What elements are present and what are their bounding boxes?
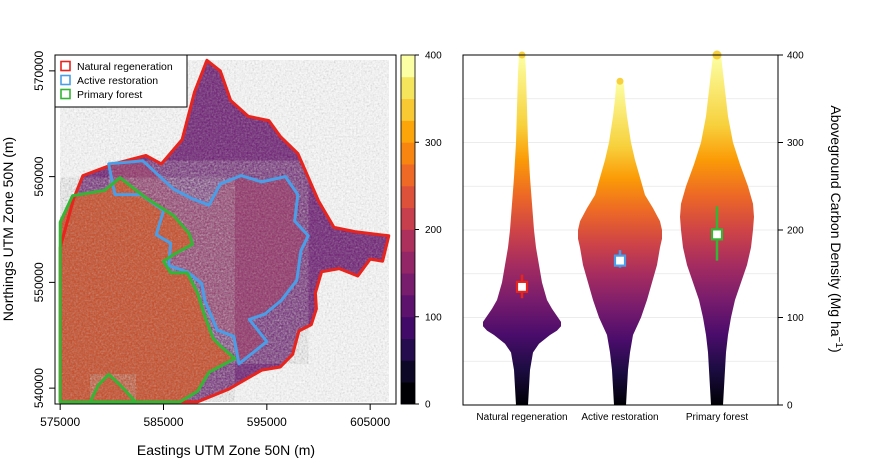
colorbar-band — [401, 142, 415, 165]
colorbar-tick-label: 300 — [425, 138, 442, 149]
mean-marker-natural-regeneration — [515, 280, 529, 293]
violin-y-axis-label-main: Aboveground Carbon Density (Mg ha — [828, 105, 844, 336]
colorbar-band — [401, 338, 415, 361]
violin-tip — [616, 77, 624, 85]
map-y-tick-label: 540000 — [32, 368, 46, 408]
colorbar-band — [401, 120, 415, 143]
violin-y-tick-label: 0 — [787, 401, 793, 412]
violin-body-active-restoration — [578, 81, 662, 406]
map-x-axis-label: Eastings UTM Zone 50N (m) — [137, 442, 315, 458]
colorbar-tick-label: 0 — [425, 400, 431, 411]
colorbar-band — [401, 207, 415, 230]
map-x-tick-label: 585000 — [143, 415, 183, 429]
colorbar: 0 100 200 300 400 — [400, 51, 442, 411]
map-x-tick-label: 575000 — [40, 415, 80, 429]
region-boundary-natural-regeneration-0 — [58, 58, 391, 404]
violin-active-restoration — [578, 77, 662, 406]
map-legend: Natural regeneration Active restoration Pr… — [54, 54, 188, 108]
colorbar-tick-label: 100 — [425, 312, 442, 323]
violin-category-label: Active restoration — [581, 412, 658, 423]
violin-y-axis-label-close: ) — [828, 348, 844, 353]
map-y-tick-label: 550000 — [32, 262, 46, 302]
violin-category-label: Natural regeneration — [476, 412, 567, 423]
map-x-tick-label: 605000 — [350, 415, 390, 429]
violin-y-axis-label-superscript: −1 — [833, 337, 844, 349]
legend-label: Natural regeneration — [77, 61, 173, 73]
violin-y-tick-label: 300 — [787, 138, 804, 149]
colorbar-tick-label: 400 — [425, 51, 442, 62]
mean-marker-active-restoration — [613, 254, 627, 267]
colorbar-band — [401, 360, 415, 383]
region-boundary-active-restoration-1 — [107, 159, 310, 366]
colorbar-band — [401, 164, 415, 187]
region-active-restoration-1 — [108, 160, 309, 364]
colorbar-band — [401, 76, 415, 100]
violin-y-tick-label: 200 — [787, 226, 804, 237]
map-y-tick-label: 560000 — [32, 156, 46, 196]
legend-label: Primary forest — [77, 89, 142, 101]
legend-box — [54, 54, 188, 108]
violin-category-label: Primary forest — [686, 412, 748, 423]
map-x-tick-label: 595000 — [247, 415, 287, 429]
region-texture — [90, 374, 136, 402]
map-panel: 575000 585000 595000 605000 540000 550000 560… — [0, 51, 397, 458]
legend-label: Active restoration — [77, 75, 158, 87]
map-frame — [54, 54, 397, 405]
colorbar-band — [401, 382, 415, 405]
colorbar-tick-label: 200 — [425, 225, 442, 236]
map-regions — [58, 58, 391, 404]
colorbar-band — [401, 251, 415, 274]
colorbar-band — [401, 98, 415, 121]
violin-y-tick-label: 400 — [787, 51, 804, 62]
colorbar-band — [401, 273, 415, 296]
region-primary-forest-3 — [90, 374, 136, 402]
map-x-axis: 575000 585000 595000 605000 — [40, 404, 391, 429]
map-y-axis-label: Northings UTM Zone 50N (m) — [0, 137, 16, 321]
region-texture — [108, 160, 309, 364]
colorbar-band — [401, 229, 415, 252]
colorbar-band — [401, 294, 415, 318]
map-y-axis: 540000 550000 560000 570000 — [32, 51, 55, 408]
violin-y-tick-label: 100 — [787, 313, 804, 324]
legend-swatch — [60, 88, 71, 100]
colorbar-band — [401, 316, 415, 339]
violin-y-axis-label: Aboveground Carbon Density (Mg ha−1) — [828, 105, 844, 352]
region-boundary-primary-forest-2 — [58, 176, 237, 404]
legend-swatch — [60, 74, 71, 86]
region-texture — [60, 177, 235, 402]
region-primary-forest-2 — [60, 177, 235, 402]
violin-body-natural-regeneration — [483, 55, 561, 405]
violin-panel: 0 100 200 300 400 Natural regeneration Active… — [462, 50, 844, 423]
region-boundary-primary-forest-3 — [88, 372, 138, 404]
legend-swatch — [60, 60, 71, 72]
violin-primary-forest — [680, 50, 754, 405]
colorbar-band — [401, 55, 415, 78]
mean-marker-primary-forest — [710, 228, 724, 241]
map-y-tick-label: 570000 — [32, 51, 46, 91]
colorbar-band — [401, 185, 415, 209]
